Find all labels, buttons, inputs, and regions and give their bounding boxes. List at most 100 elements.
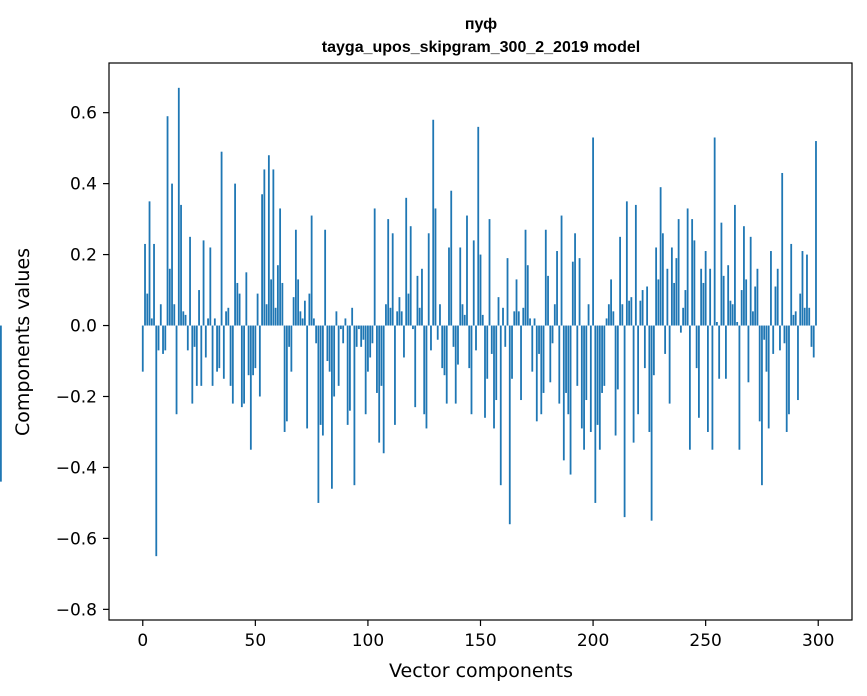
bar-component-128 (430, 325, 432, 351)
bar-component-16 (177, 87, 180, 326)
bar-component-175 (535, 325, 538, 422)
bar-component-224 (646, 286, 649, 326)
bar-component-158 (497, 297, 500, 326)
bar-component-286 (785, 325, 788, 432)
bar-component-133 (441, 325, 444, 369)
bar-component-115 (400, 311, 403, 326)
bar-component-90 (344, 318, 347, 326)
bar-component-232 (664, 325, 667, 354)
bar-component-114 (398, 297, 401, 326)
bar-component-182 (551, 325, 554, 344)
bar-component-75 (310, 215, 313, 326)
bar-component-163 (508, 325, 511, 525)
bar-component-8 (159, 304, 162, 326)
bar-component-298 (812, 325, 815, 358)
bar-component-157 (495, 325, 498, 401)
x-tick-label: 100 (352, 631, 384, 651)
bar-component-55 (265, 304, 268, 326)
bar-component-113 (396, 311, 399, 326)
bar-component-261 (729, 300, 732, 326)
bar-component-81 (324, 229, 327, 326)
bar-component-92 (349, 325, 351, 411)
bar-component-77 (315, 325, 318, 344)
bar-component-150 (479, 254, 482, 326)
bar-component-112 (394, 325, 396, 425)
bar-component-97 (360, 325, 363, 347)
bar-component-192 (574, 233, 576, 326)
bar-component-52 (258, 325, 261, 397)
bar-component-106 (380, 325, 383, 386)
bar-component-217 (630, 297, 633, 326)
bar-component-160 (502, 307, 504, 326)
bar-component-144 (466, 215, 468, 326)
bar-component-37 (225, 311, 227, 326)
y-axis-label: Components values (12, 248, 34, 436)
bar-component-137 (450, 190, 453, 326)
bar-component-263 (734, 204, 736, 326)
y-tick-label: −0.4 (56, 458, 97, 478)
bar-component-290 (794, 311, 797, 326)
bar-component-141 (459, 247, 462, 326)
bar-component-86 (335, 311, 338, 326)
bar-component-34 (218, 325, 221, 369)
bar-component-74 (308, 293, 311, 326)
bar-component-76 (312, 318, 315, 326)
bar-component-85 (333, 325, 336, 397)
x-tick-label: 300 (802, 631, 834, 651)
bar-component-211 (616, 325, 619, 390)
bar-component-0 (141, 325, 144, 372)
bar-component-130 (434, 208, 437, 326)
bar-component-191 (571, 261, 574, 326)
bar-component-223 (643, 325, 646, 369)
bar-component-96 (358, 325, 360, 330)
bar-component-127 (427, 233, 430, 326)
y-axis-ticks: −0.8 −0.6 −0.4 −0.2 0.0 0.2 0.4 0.6 (56, 104, 109, 620)
bar-component-116 (403, 325, 405, 358)
bar-component-72 (303, 300, 306, 326)
bar-component-17 (180, 204, 182, 326)
bar-component-59 (274, 307, 277, 326)
bar-component-120 (412, 325, 414, 330)
bar-component-246 (695, 325, 698, 369)
bar-component-271 (752, 311, 754, 326)
x-tick-label: 0 (137, 631, 148, 651)
bar-component-11 (166, 116, 169, 326)
bar-component-176 (538, 325, 540, 354)
bar-component-208 (610, 279, 612, 326)
bar-component-58 (272, 169, 275, 326)
bar-component-132 (439, 304, 441, 326)
bar-component-196 (583, 325, 585, 450)
bar-component-292 (799, 293, 802, 326)
plot-area-frame (108, 62, 853, 621)
bar-component-167 (517, 311, 520, 326)
bar-component-63 (283, 325, 286, 432)
bar-component-219 (634, 204, 637, 326)
bar-component-256 (718, 325, 721, 379)
bar-component-155 (490, 325, 493, 354)
bar-component-179 (544, 229, 547, 326)
bar-component-98 (362, 325, 365, 340)
bar-component-218 (632, 325, 635, 443)
bar-component-84 (331, 325, 333, 489)
bar-component-245 (693, 240, 696, 326)
x-tick-label: 150 (464, 631, 496, 651)
bar-component-295 (806, 254, 808, 326)
bar-component-260 (727, 265, 730, 326)
bar-component-201 (594, 325, 597, 503)
bar-component-18 (182, 311, 185, 326)
bar-component-204 (601, 325, 603, 393)
bar-component-20 (186, 325, 189, 351)
bar-component-110 (389, 307, 392, 326)
bar-component-233 (666, 268, 669, 326)
bar-component-244 (691, 219, 694, 326)
bar-component-94 (353, 325, 356, 486)
bar-component-140 (457, 325, 459, 365)
bar-component-54 (263, 169, 266, 326)
bar-component-40 (231, 325, 234, 404)
bar-component-50 (254, 325, 257, 369)
bar-component-136 (448, 247, 450, 326)
bar-component-61 (279, 208, 282, 326)
bar-component-99 (364, 325, 367, 415)
bar-component-83 (328, 325, 331, 372)
bar-component-190 (569, 325, 572, 475)
